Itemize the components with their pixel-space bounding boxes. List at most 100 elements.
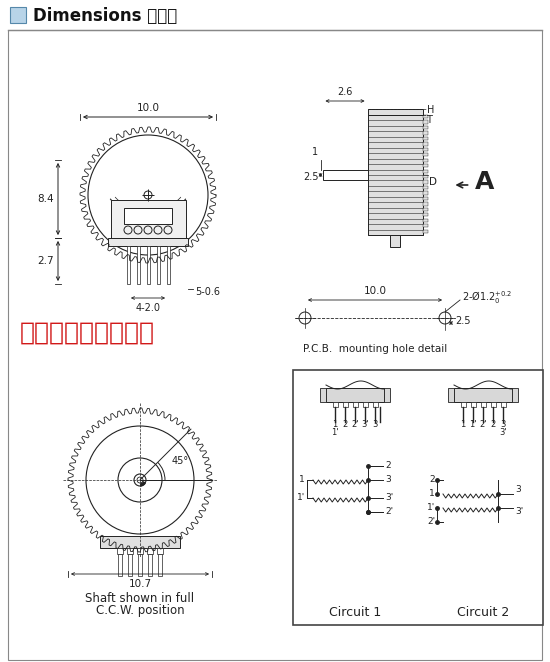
Bar [146,246,150,284]
Text: 2: 2 [491,420,496,429]
Bar [454,388,512,402]
Bar [422,115,427,118]
Bar [127,548,133,554]
Bar [157,246,160,284]
Text: 4-2.0: 4-2.0 [135,303,161,313]
Bar [136,246,140,284]
Text: 3: 3 [372,420,378,429]
Text: 1: 1 [299,475,305,485]
Bar [422,120,427,124]
Bar [422,181,427,184]
Bar [422,164,427,167]
Bar [111,200,185,238]
Bar [512,388,518,402]
Text: 3: 3 [500,420,505,429]
Text: 3: 3 [385,475,390,485]
Text: 1': 1' [427,504,435,512]
Text: 2: 2 [430,475,435,485]
Bar [448,388,454,402]
Bar [108,238,188,246]
Bar [422,218,427,222]
Text: 10.0: 10.0 [136,103,160,113]
Text: 2: 2 [342,420,348,429]
Bar [460,402,465,407]
Text: Shaft shown in full: Shaft shown in full [85,592,195,605]
Text: 1: 1 [332,420,338,429]
Bar [491,402,496,407]
Text: 广州市永兴科技电子: 广州市永兴科技电子 [20,321,155,345]
Bar [422,191,427,195]
Text: 3': 3' [515,508,523,516]
Text: 2.7: 2.7 [37,256,54,266]
Bar [320,388,326,402]
Text: 8.4: 8.4 [37,194,54,204]
Bar [422,213,427,216]
Text: H: H [426,105,434,115]
Bar [367,115,422,235]
Text: 5-0.6: 5-0.6 [195,287,220,297]
Bar [126,246,129,284]
Text: Circuit 2: Circuit 2 [457,606,509,620]
Bar [322,170,367,180]
Bar [422,203,427,205]
Text: 3': 3' [361,420,369,429]
Text: 1': 1' [331,428,339,437]
Bar [422,137,427,140]
Bar [384,388,390,402]
Text: 2': 2' [479,420,487,429]
Bar [148,554,152,576]
Bar [422,153,427,156]
Text: 3': 3' [499,428,507,437]
Bar [138,554,142,576]
Bar [422,142,427,146]
Bar [390,235,400,247]
Text: 10.0: 10.0 [364,286,387,296]
Bar [326,388,384,402]
Text: 1: 1 [460,420,466,429]
Text: 2': 2' [427,518,435,526]
Bar [422,126,427,129]
Bar [167,246,169,284]
Bar [422,208,427,211]
Bar [470,402,476,407]
Bar [100,536,180,548]
Text: T: T [426,115,432,125]
Text: 2': 2' [385,508,393,516]
Text: 10.7: 10.7 [129,579,152,589]
Bar [422,186,427,189]
Bar [422,148,427,151]
Text: 2: 2 [385,461,390,471]
Bar [372,402,377,407]
Text: 2-Ø1.2$^{+0.2}_{0}$: 2-Ø1.2$^{+0.2}_{0}$ [462,289,512,307]
Bar [367,109,422,115]
Text: 2.6: 2.6 [337,87,353,97]
Bar [293,370,543,625]
Text: P.C.B.  mounting hole detail: P.C.B. mounting hole detail [303,344,447,354]
Text: C.C.W. position: C.C.W. position [96,604,184,617]
Text: 3: 3 [515,485,521,495]
Bar [422,175,427,178]
Text: 45°: 45° [172,456,189,466]
Bar [158,554,162,576]
Bar [157,548,163,554]
Bar [481,402,486,407]
Text: Circuit 1: Circuit 1 [329,606,381,620]
Text: 1': 1' [469,420,477,429]
Bar [137,548,143,554]
Bar [147,548,153,554]
Text: 2.5: 2.5 [303,172,318,182]
Bar [353,402,358,407]
Bar [422,131,427,134]
Bar [10,7,26,23]
Text: 3': 3' [385,493,393,502]
Bar [500,402,505,407]
Text: A: A [475,170,494,194]
Bar [118,554,122,576]
Bar [343,402,348,407]
Text: 1': 1' [297,493,305,502]
Bar [422,169,427,173]
Bar [362,402,367,407]
Bar [333,402,338,407]
Bar [422,159,427,162]
Bar [124,208,172,224]
